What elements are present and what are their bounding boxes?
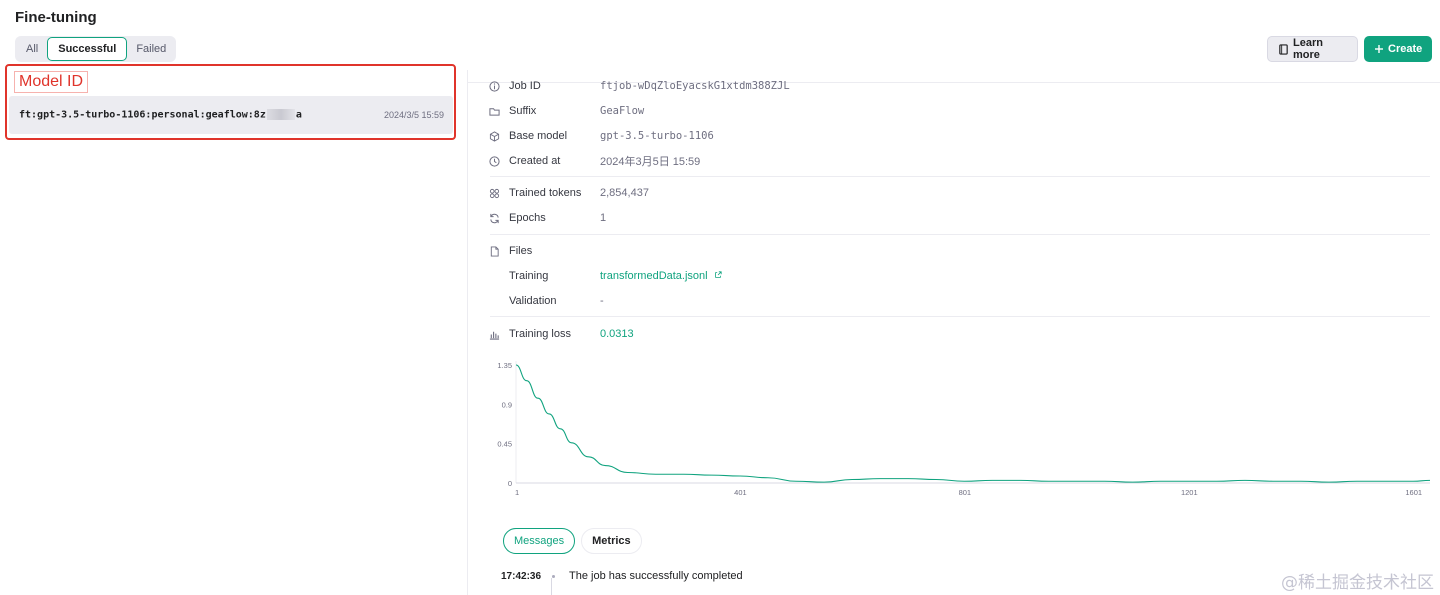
status-filter-group: All Successful Failed — [15, 36, 176, 62]
x-tick-label: 1601 — [1405, 488, 1422, 497]
clock-icon — [488, 155, 500, 167]
y-tick-label: 1.35 — [497, 361, 512, 370]
filter-tab-successful[interactable]: Successful — [47, 37, 128, 61]
training-file-link[interactable]: transformedData.jsonl — [600, 270, 722, 282]
model-id-prefix: ft:gpt-3.5-turbo-1106:personal:geaflow:8… — [19, 109, 266, 121]
filter-tab-all[interactable]: All — [26, 43, 39, 55]
created-at-label: Created at — [509, 155, 561, 167]
base-model-label: Base model — [509, 130, 568, 142]
x-tick-label: 401 — [734, 488, 747, 497]
annotation-highlight-box — [5, 64, 456, 140]
loss-series-line — [515, 364, 1431, 483]
detail-row-files: Files — [488, 243, 600, 259]
x-tick-label: 1201 — [1181, 488, 1198, 497]
x-tick-label: 801 — [959, 488, 972, 497]
tab-metrics[interactable]: Metrics — [581, 528, 642, 554]
detail-row-training-loss: Training loss 0.0313 — [488, 326, 634, 342]
cube-icon — [488, 130, 500, 142]
info-icon — [488, 80, 500, 92]
section-divider — [490, 316, 1430, 317]
header-actions: Learn more Create — [1267, 36, 1432, 62]
detail-row-job-id: Job ID ftjob-wDqZloEyacskG1xtdm388ZJL — [488, 78, 790, 94]
page-title: Fine-tuning — [15, 9, 97, 26]
detail-row-base-model: Base model gpt-3.5-turbo-1106 — [488, 128, 714, 144]
annotation-label: Model ID — [14, 71, 89, 93]
tab-messages[interactable]: Messages — [503, 528, 576, 554]
filter-tab-failed[interactable]: Failed — [136, 43, 167, 55]
section-divider — [490, 176, 1430, 177]
base-model-value: gpt-3.5-turbo-1106 — [600, 130, 714, 142]
external-link-icon — [714, 270, 722, 282]
plus-icon — [1374, 44, 1384, 54]
bar-chart-icon — [488, 328, 500, 340]
training-file-name: transformedData.jsonl — [600, 270, 708, 282]
create-button[interactable]: Create — [1364, 36, 1432, 62]
learn-more-button[interactable]: Learn more — [1267, 36, 1358, 62]
event-message: The job has successfully completed — [569, 570, 743, 582]
files-label: Files — [509, 245, 533, 257]
created-at-value: 2024年3月5日 15:59 — [600, 156, 701, 168]
book-icon — [1278, 43, 1289, 55]
tokens-icon — [488, 187, 500, 199]
training-loss-chart: 1.35 0.9 0.45 01 401 801 1201 1601 — [497, 361, 1431, 497]
detail-row-suffix: Suffix GeaFlow — [488, 103, 644, 119]
validation-file-label: Validation — [509, 295, 557, 307]
x-tick-label: 1 — [515, 488, 519, 497]
model-list-item[interactable]: ft:gpt-3.5-turbo-1106:personal:geaflow:8… — [9, 96, 453, 134]
section-divider — [490, 234, 1430, 235]
event-row: 17:42:36 The job has successfully comple… — [501, 570, 743, 582]
training-loss-label: Training loss — [509, 328, 571, 340]
job-id-label: Job ID — [509, 80, 541, 92]
training-loss-value: 0.0313 — [600, 328, 634, 340]
timeline-line — [551, 578, 552, 595]
y-tick-label: 0.9 — [502, 400, 512, 409]
watermark: @稀土掘金技术社区 — [1281, 573, 1434, 593]
folder-icon — [488, 105, 500, 117]
timeline-dot — [552, 574, 555, 578]
detail-row-training-file: Training transformedData.jsonl — [488, 268, 722, 284]
event-time: 17:42:36 — [501, 570, 542, 582]
y-tick-label: 0 — [508, 479, 512, 488]
learn-more-label: Learn more — [1293, 37, 1323, 61]
epochs-label: Epochs — [509, 212, 546, 224]
detail-tabs: Messages Metrics — [503, 528, 642, 554]
create-label: Create — [1388, 43, 1423, 55]
header-divider — [468, 82, 1440, 83]
detail-row-trained-tokens: Trained tokens 2,854,437 — [488, 185, 649, 201]
suffix-label: Suffix — [509, 105, 537, 117]
detail-row-epochs: Epochs 1 — [488, 210, 606, 226]
suffix-value: GeaFlow — [600, 105, 645, 117]
trained-tokens-value: 2,854,437 — [600, 187, 649, 199]
validation-file-value: - — [600, 295, 604, 307]
refresh-icon — [488, 212, 500, 224]
job-id-value: ftjob-wDqZloEyacskG1xtdm388ZJL — [600, 80, 790, 92]
y-tick-label: 0.45 — [497, 440, 512, 449]
detail-row-validation-file: Validation - — [488, 293, 604, 309]
model-date: 2024/3/5 15:59 — [383, 110, 444, 120]
panel-divider — [467, 70, 468, 595]
redacted-segment — [266, 109, 295, 121]
trained-tokens-label: Trained tokens — [509, 187, 582, 199]
file-icon — [488, 245, 500, 257]
model-id-suffix: a — [295, 109, 302, 121]
detail-row-created-at: Created at 2024年3月5日 15:59 — [488, 153, 700, 169]
training-file-label: Training — [509, 270, 549, 282]
model-id: ft:gpt-3.5-turbo-1106:personal:geaflow:8… — [19, 109, 302, 121]
epochs-value: 1 — [600, 212, 607, 224]
